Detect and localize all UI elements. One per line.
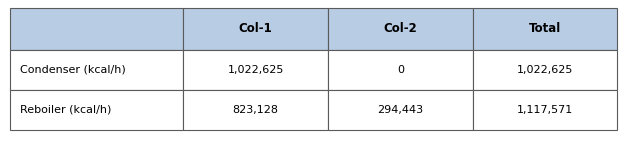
Text: 0: 0 bbox=[397, 65, 404, 75]
Bar bbox=[328, 50, 473, 90]
Text: Condenser (kcal/h): Condenser (kcal/h) bbox=[20, 65, 126, 75]
Text: Col-2: Col-2 bbox=[384, 22, 417, 36]
Text: 1,117,571: 1,117,571 bbox=[517, 105, 573, 115]
Bar bbox=[328, 8, 473, 50]
Bar bbox=[473, 8, 617, 50]
Text: 823,128: 823,128 bbox=[232, 105, 279, 115]
Bar bbox=[10, 8, 183, 50]
Bar bbox=[10, 50, 183, 90]
Bar bbox=[473, 90, 617, 130]
Text: Col-1: Col-1 bbox=[239, 22, 273, 36]
Text: Total: Total bbox=[529, 22, 561, 36]
Text: 1,022,625: 1,022,625 bbox=[227, 65, 284, 75]
Bar bbox=[328, 90, 473, 130]
Bar bbox=[183, 8, 328, 50]
Bar bbox=[183, 50, 328, 90]
Bar bbox=[473, 50, 617, 90]
Text: 294,443: 294,443 bbox=[377, 105, 423, 115]
Text: Reboiler (kcal/h): Reboiler (kcal/h) bbox=[20, 105, 112, 115]
Text: 1,022,625: 1,022,625 bbox=[517, 65, 573, 75]
Bar bbox=[10, 90, 183, 130]
Bar bbox=[183, 90, 328, 130]
